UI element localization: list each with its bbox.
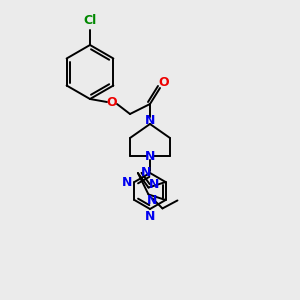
Text: N: N — [145, 149, 155, 163]
Text: Cl: Cl — [83, 14, 97, 26]
Text: O: O — [159, 76, 169, 89]
Text: N: N — [149, 178, 160, 191]
Text: O: O — [107, 95, 117, 109]
Text: N: N — [145, 209, 155, 223]
Text: N: N — [122, 176, 133, 188]
Text: N: N — [147, 194, 158, 207]
Text: N: N — [145, 113, 155, 127]
Text: N: N — [141, 167, 151, 179]
